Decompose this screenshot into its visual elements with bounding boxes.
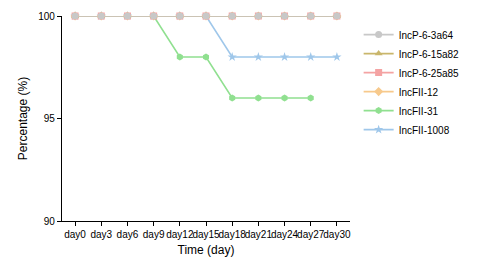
- svg-text:day21: day21: [245, 229, 273, 240]
- svg-text:day30: day30: [323, 229, 351, 240]
- svg-text:IncP-6-3a64: IncP-6-3a64: [399, 30, 454, 41]
- svg-text:day6: day6: [117, 229, 139, 240]
- svg-text:day0: day0: [64, 229, 86, 240]
- svg-text:IncFII-1008: IncFII-1008: [399, 125, 450, 136]
- svg-text:IncP-6-25a85: IncP-6-25a85: [399, 68, 459, 79]
- svg-text:day3: day3: [90, 229, 112, 240]
- svg-text:day27: day27: [297, 229, 325, 240]
- svg-text:day18: day18: [219, 229, 247, 240]
- svg-text:IncP-6-15a82: IncP-6-15a82: [399, 49, 459, 60]
- svg-text:IncFII-12: IncFII-12: [399, 87, 439, 98]
- svg-text:90: 90: [44, 216, 56, 227]
- svg-text:IncFII-31: IncFII-31: [399, 106, 439, 117]
- svg-text:day9: day9: [143, 229, 165, 240]
- svg-text:Percentage (%): Percentage (%): [16, 77, 30, 160]
- svg-text:Time (day): Time (day): [178, 243, 235, 257]
- svg-text:day24: day24: [271, 229, 299, 240]
- svg-text:day15: day15: [192, 229, 220, 240]
- svg-text:100: 100: [38, 11, 55, 22]
- svg-text:95: 95: [44, 113, 56, 124]
- svg-text:day12: day12: [166, 229, 194, 240]
